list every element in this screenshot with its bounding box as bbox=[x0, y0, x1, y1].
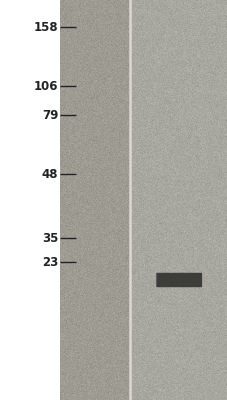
Text: 79: 79 bbox=[42, 109, 58, 122]
Bar bbox=[0, 0, 60, 400]
Text: 158: 158 bbox=[33, 21, 58, 34]
Text: 35: 35 bbox=[42, 232, 58, 244]
Text: 48: 48 bbox=[42, 168, 58, 180]
Text: 23: 23 bbox=[42, 256, 58, 268]
FancyBboxPatch shape bbox=[156, 273, 201, 287]
Bar bbox=[130, 0, 227, 400]
Text: 106: 106 bbox=[34, 80, 58, 92]
Bar bbox=[60, 0, 130, 400]
